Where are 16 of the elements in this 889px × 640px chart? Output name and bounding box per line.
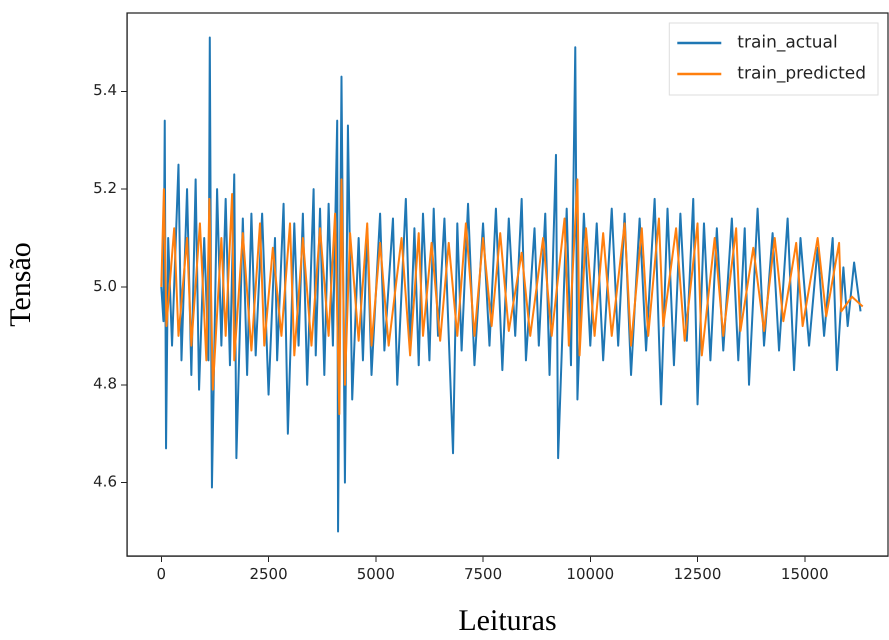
y-tick-label: 4.6	[93, 472, 117, 491]
x-tick-label: 5000	[356, 564, 395, 583]
x-tick-label: 7500	[464, 564, 502, 583]
legend-label: train_predicted	[737, 63, 866, 84]
x-tick-label: 12500	[674, 564, 722, 583]
x-axis-title: Leituras	[458, 604, 557, 637]
x-tick-label: 0	[156, 564, 166, 583]
y-tick-label: 5.2	[93, 179, 117, 197]
legend-label: train_actual	[737, 32, 838, 52]
y-tick-label: 5.0	[93, 276, 117, 295]
x-tick-label: 2500	[249, 564, 288, 583]
y-tick-label: 4.8	[93, 374, 117, 393]
x-tick-label: 10000	[566, 564, 614, 583]
y-axis-title: Tensão	[4, 242, 37, 327]
y-tick-label: 5.4	[93, 81, 117, 100]
x-tick-label: 15000	[780, 564, 829, 583]
